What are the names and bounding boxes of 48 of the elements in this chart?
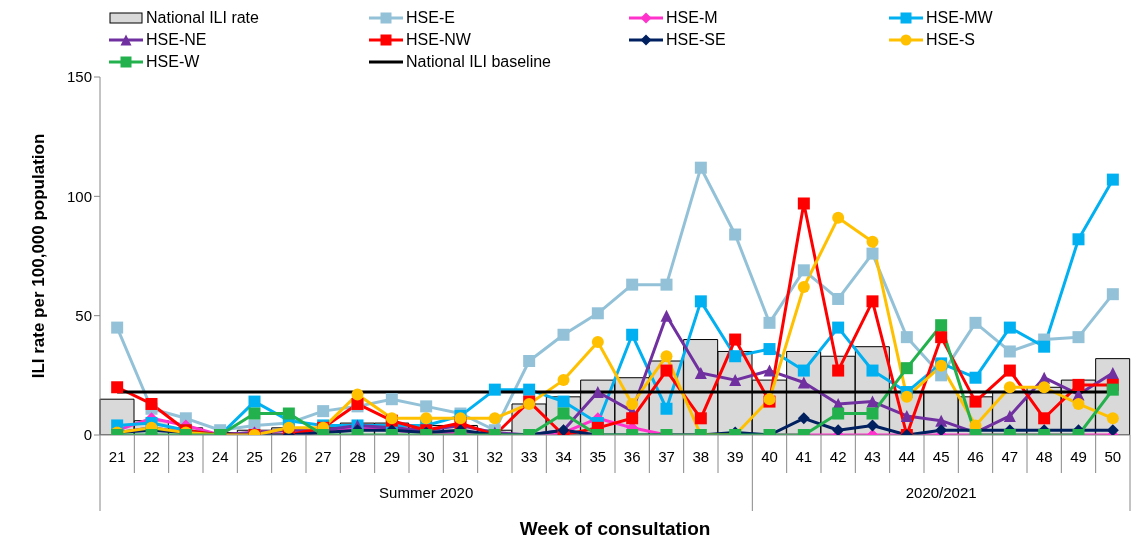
x-tick-label: 25 [246,448,263,465]
x-tick-label: 41 [795,448,813,465]
x-tick-label: 22 [143,448,160,465]
x-tick-label: 49 [1070,448,1087,465]
x-tick-label: 26 [280,448,298,465]
x-tick-label: 28 [349,448,366,465]
y-axis-title: ILI rate per 100,000 population [29,133,49,379]
x-tick-label: 44 [898,448,916,465]
x-tick-label: 45 [932,448,950,465]
legend-label: HSE-SE [666,31,726,49]
x-tick-label: 23 [177,448,195,465]
y-tick-label: 150 [66,68,92,86]
x-tick-label: 36 [623,448,641,465]
x-tick-label: 37 [658,448,675,465]
x-tick-label: 32 [486,448,504,465]
x-axis-title: Week of consultation [519,518,711,539]
legend-label: HSE-NW [406,31,471,49]
x-tick-label: 27 [314,448,332,465]
x-tick-label: 42 [829,448,847,465]
x-tick-label: 43 [864,448,881,465]
x-tick-label: 31 [452,448,469,465]
x-tick-label: 39 [726,448,744,465]
x-tick-label: 29 [383,448,401,465]
x-tick-label: 38 [692,448,710,465]
x-tick-label: 34 [555,448,572,465]
legend-label: HSE-M [666,9,718,27]
x-tick-label: 33 [520,448,538,465]
x-tick-label: 47 [1001,448,1019,465]
x-tick-label: 24 [211,448,229,465]
x-tick-label: 35 [589,448,607,465]
legend-label: HSE-S [926,31,975,49]
y-tick-label: 50 [75,306,92,324]
x-tick-label: 46 [967,448,984,465]
x-tick-label: 40 [761,448,778,465]
x-tick-label: 50 [1104,448,1122,465]
x-tick-label: 48 [1035,448,1053,465]
x-tick-label: 21 [108,448,126,465]
legend-label: HSE-NE [146,31,207,49]
y-tick-label: 100 [66,187,92,205]
text: 2020/2021 [905,484,977,501]
y-tick-label: 0 [83,426,92,444]
legend-label: HSE-W [146,53,200,71]
legend-label: HSE-MW [926,9,993,27]
text: Summer 2020 [379,484,474,501]
x-tick-label: 30 [417,448,435,465]
legend-label: National ILI rate [146,9,259,27]
legend-label: National ILI baseline [406,53,551,71]
legend-label: HSE-E [406,9,455,27]
